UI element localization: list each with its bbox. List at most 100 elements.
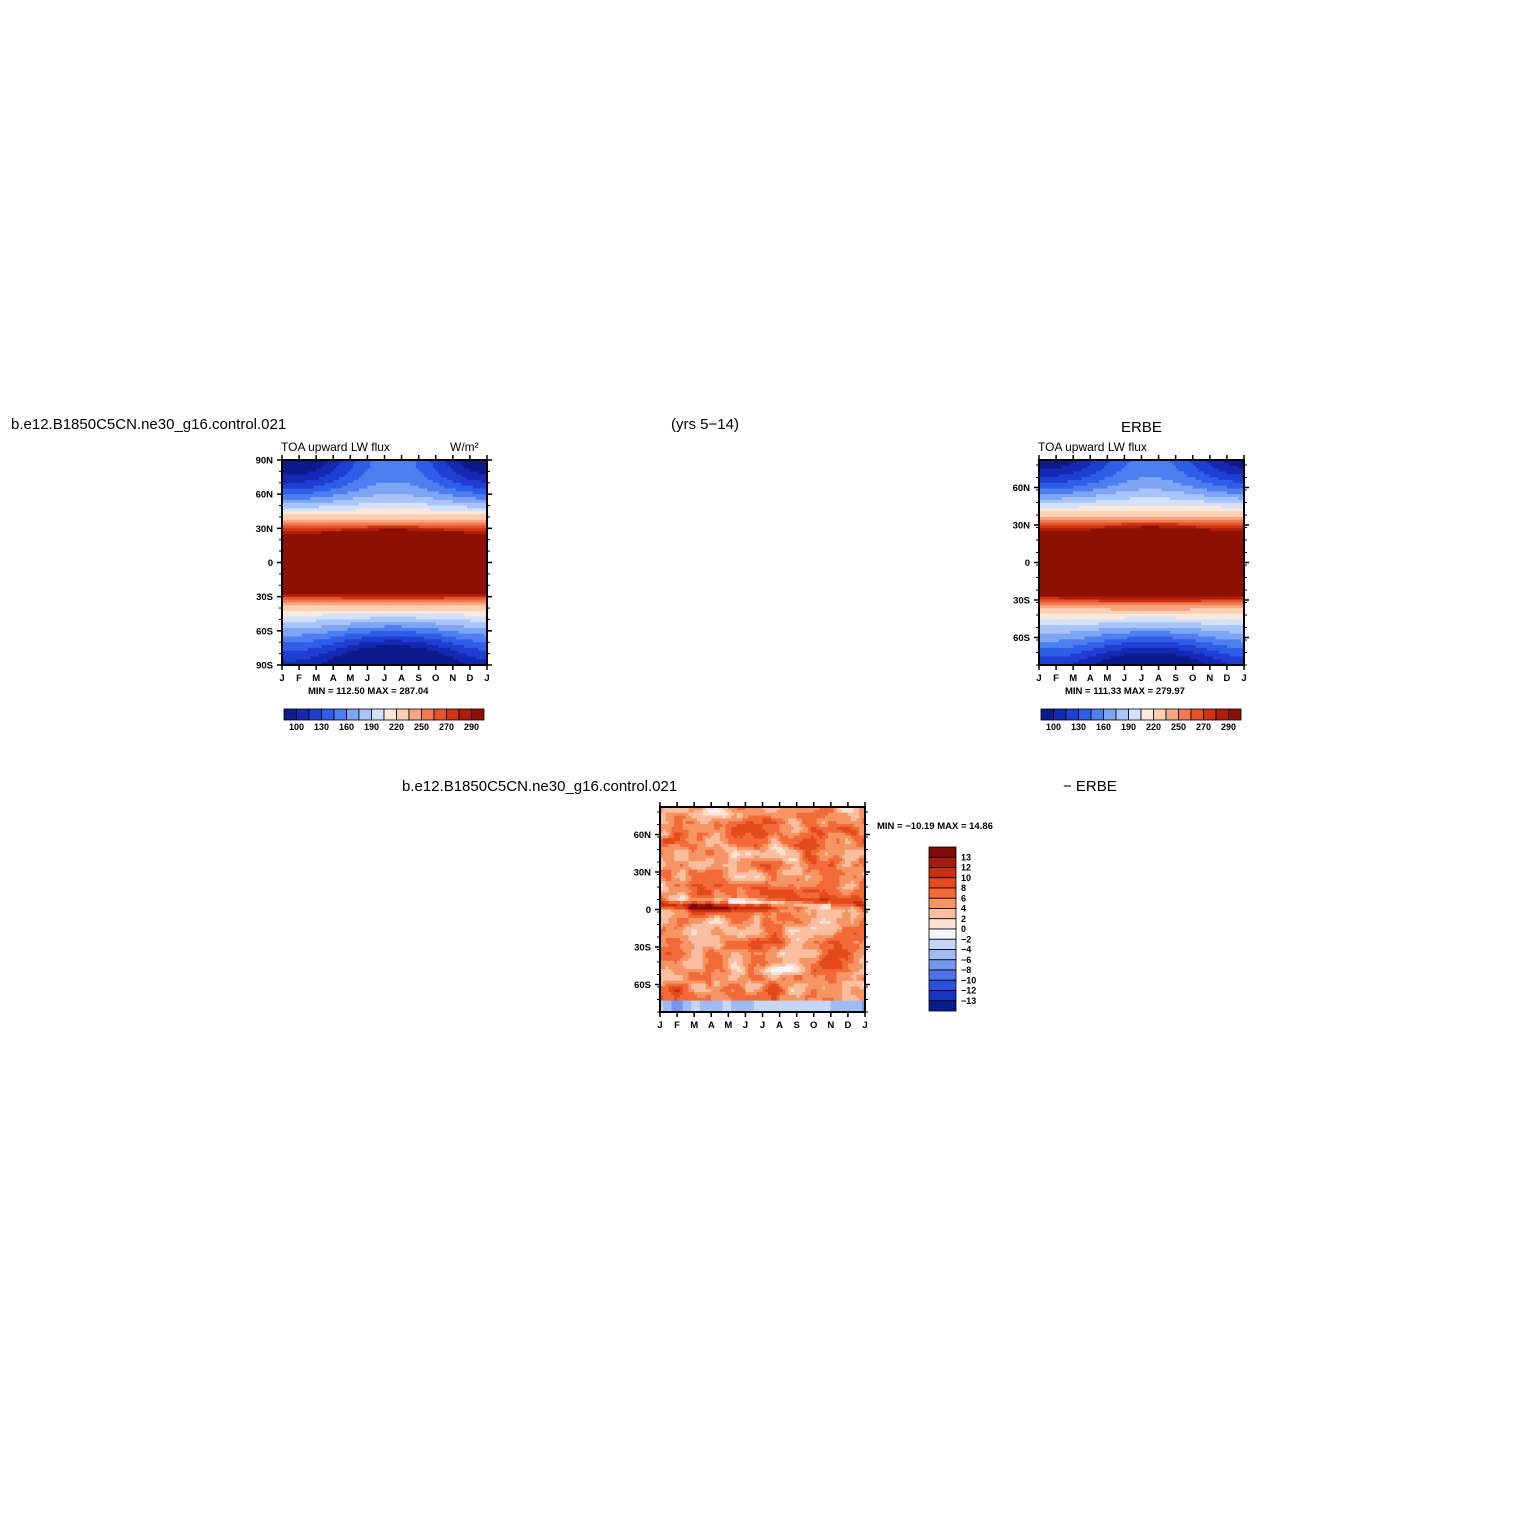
panel1-cell bbox=[341, 488, 346, 492]
panel1-cell bbox=[418, 599, 423, 603]
panel1-cell bbox=[375, 659, 380, 663]
panel1-cell bbox=[447, 650, 451, 655]
panel1-cell bbox=[430, 576, 434, 581]
panel1-cell bbox=[398, 639, 403, 643]
panel1-cell bbox=[333, 662, 337, 666]
panel1-cell bbox=[321, 568, 326, 572]
panel1-cell bbox=[438, 505, 443, 510]
panel1-cell bbox=[299, 536, 303, 541]
panel1-cell bbox=[393, 656, 397, 660]
panel1-cell bbox=[341, 494, 346, 498]
panel1-cell bbox=[375, 625, 380, 629]
panel1-cell bbox=[282, 608, 286, 612]
panel1-cell bbox=[461, 539, 465, 544]
panel1-cell bbox=[475, 514, 480, 518]
panel1-cell bbox=[367, 499, 371, 504]
panel1-cell bbox=[370, 548, 374, 552]
panel1-cell bbox=[353, 656, 357, 660]
panel1-cell bbox=[370, 599, 374, 603]
panel1-cell bbox=[296, 568, 300, 572]
panel1-cell bbox=[370, 596, 374, 601]
panel1-cell bbox=[432, 593, 437, 598]
panel1-cell bbox=[407, 508, 411, 512]
panel1-cell bbox=[381, 650, 386, 655]
panel1-cell bbox=[410, 653, 414, 658]
panel1-cell bbox=[370, 656, 374, 660]
panel1-cell bbox=[282, 482, 286, 487]
panel1-cell bbox=[441, 511, 445, 515]
panel1-cell bbox=[296, 505, 300, 510]
panel1-cell bbox=[452, 585, 457, 589]
panel1-cell bbox=[452, 514, 457, 518]
panel1-cell bbox=[301, 619, 306, 623]
panel1-cell bbox=[415, 559, 420, 564]
panel1-cell bbox=[435, 548, 440, 552]
panel1-cell bbox=[310, 650, 314, 655]
panel1-cell bbox=[458, 562, 462, 566]
panel1-cell bbox=[324, 650, 329, 655]
panel1-cell bbox=[407, 627, 411, 632]
panel1-cell bbox=[353, 585, 357, 589]
panel1-cell bbox=[282, 508, 286, 512]
panel1-cell bbox=[455, 494, 460, 498]
panel1-cell bbox=[293, 568, 297, 572]
panel1-cell bbox=[304, 576, 309, 581]
panel1-cell bbox=[395, 505, 400, 510]
panel1-cell bbox=[313, 468, 317, 472]
panel1-cell bbox=[475, 593, 480, 598]
panel1-cell bbox=[304, 573, 309, 578]
panel1-cell bbox=[395, 556, 400, 561]
panel1-cell bbox=[455, 528, 460, 532]
panel1-cell bbox=[393, 579, 397, 584]
panel1-cell bbox=[438, 494, 443, 498]
panel1-cell bbox=[412, 562, 417, 566]
panel1-cell bbox=[375, 616, 380, 621]
panel1-cell bbox=[333, 474, 337, 478]
panel1-cell bbox=[469, 610, 474, 615]
panel1-cell bbox=[427, 633, 431, 638]
panel1-cell bbox=[415, 571, 420, 575]
panel1-cell bbox=[441, 645, 445, 649]
panel1-cell bbox=[421, 590, 425, 595]
panel1-cell bbox=[347, 477, 351, 481]
panel1-cell bbox=[336, 616, 340, 621]
panel1-cell bbox=[404, 633, 408, 638]
panel1-cell bbox=[321, 468, 326, 472]
panel1-cell bbox=[375, 588, 380, 592]
panel1-cell bbox=[415, 622, 420, 626]
panel1-cell bbox=[301, 636, 306, 640]
panel1-cell bbox=[375, 468, 380, 472]
panel1-cell bbox=[367, 622, 371, 626]
panel1-cell bbox=[464, 633, 468, 638]
panel1-cell bbox=[452, 582, 457, 586]
panel1-cell bbox=[410, 548, 414, 552]
panel1-cell bbox=[378, 608, 383, 612]
panel1-cell bbox=[478, 491, 482, 495]
panel1-cell bbox=[287, 605, 292, 609]
panel1-cell bbox=[364, 485, 369, 490]
panel1-cell bbox=[327, 516, 332, 521]
panel1-cell bbox=[364, 579, 369, 584]
panel1-cell bbox=[370, 559, 374, 564]
panel1-cell bbox=[435, 625, 440, 629]
panel1-cell bbox=[378, 590, 383, 595]
panel1-cell bbox=[364, 619, 369, 623]
panel1-cell bbox=[367, 482, 371, 487]
panel1-cell bbox=[321, 645, 326, 649]
panel1-cell bbox=[475, 528, 480, 532]
panel1-cell bbox=[361, 460, 366, 464]
panel1-cell bbox=[401, 608, 406, 612]
panel1-cell bbox=[401, 556, 406, 561]
panel1-cell bbox=[319, 622, 323, 626]
panel1-cell bbox=[361, 465, 366, 470]
panel1-cell bbox=[347, 465, 351, 470]
panel1-cell bbox=[310, 505, 314, 510]
panel1-cell bbox=[361, 528, 366, 532]
panel1-cell bbox=[296, 514, 300, 518]
panel1-cell bbox=[424, 551, 428, 555]
panel1-cell bbox=[336, 636, 340, 640]
panel1-cell bbox=[333, 639, 337, 643]
panel1-cell bbox=[458, 571, 462, 575]
panel1-cell bbox=[290, 659, 294, 663]
panel1-cell bbox=[304, 519, 309, 524]
